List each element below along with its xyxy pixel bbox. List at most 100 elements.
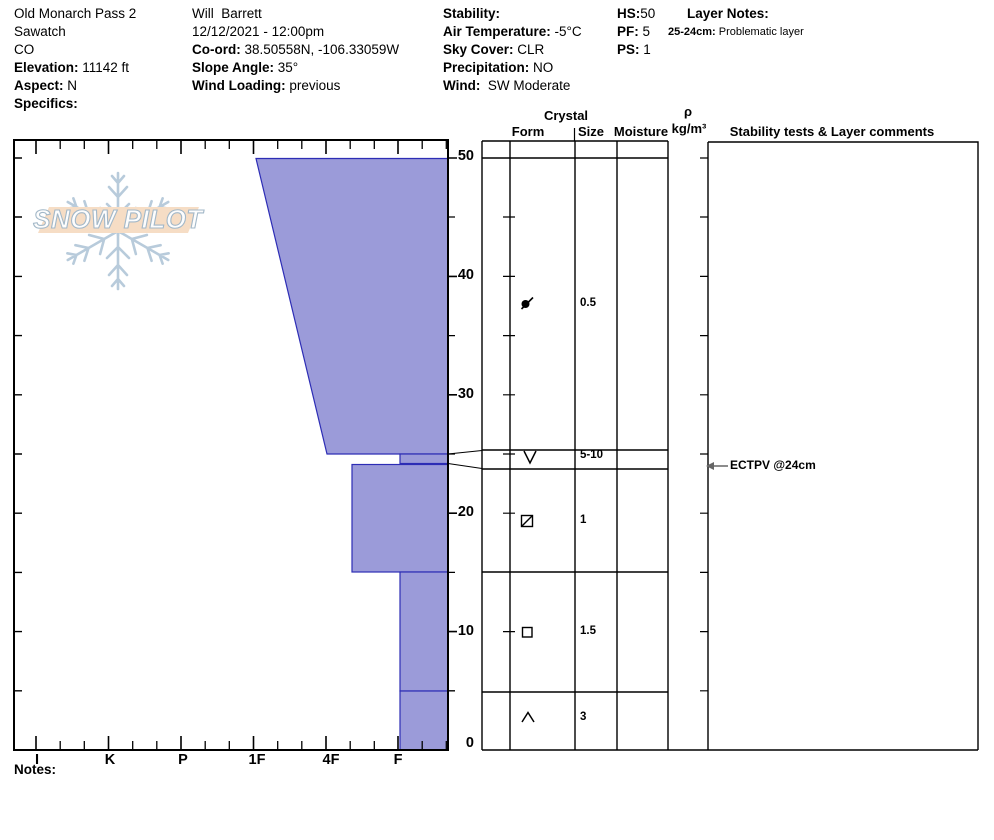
specifics-label: Specifics:: [14, 96, 78, 111]
state: CO: [14, 42, 35, 57]
wind-label: Wind:: [443, 78, 481, 93]
hardness-label-k: K: [104, 752, 116, 768]
coordinates-line: Co-ord: 38.50558N, -106.33059W: [192, 42, 400, 58]
elevation-line: Elevation: 11142 ft: [14, 60, 130, 76]
depth-label-50: 50: [457, 148, 474, 164]
depth-label-10: 10: [457, 623, 474, 639]
form-header: Form: [511, 124, 545, 139]
hs-line: HS:50: [617, 6, 656, 22]
hs-label: HS:: [617, 6, 641, 21]
grain-form-symbols: [520, 296, 537, 723]
grain-size-row-4: 1.5: [580, 625, 596, 637]
sky-cover-line: Sky Cover: CLR: [443, 42, 545, 58]
coordinates-value: 38.50558N, -106.33059W: [240, 42, 400, 57]
logo-band: [38, 207, 199, 233]
slope-angle-value: 35°: [274, 60, 299, 75]
chart-frame: [13, 139, 449, 751]
grain-size-row-1: 0.5: [580, 297, 596, 309]
grain-size-row-5: 3: [580, 711, 587, 723]
x-minor-ticks-bottom: [59, 741, 447, 750]
density-units-header: kg/m³: [671, 121, 707, 136]
ps-line: PS: 1: [617, 42, 651, 58]
decomposing-fragments-icon: [520, 296, 534, 310]
x-major-ticks-top: [35, 140, 399, 154]
air-temp-label: Air Temperature:: [443, 24, 551, 39]
hs-value: 50: [640, 6, 656, 21]
comments-header: Stability tests & Layer comments: [729, 124, 935, 139]
faceted-crystals-icon: [521, 626, 533, 638]
sky-cover-value: CLR: [513, 42, 545, 57]
aspect-label: Aspect:: [14, 78, 64, 93]
ps-value: 1: [639, 42, 651, 57]
layer-note: 25-24cm: Problematic layer: [668, 26, 804, 38]
aspect-value: N: [63, 78, 78, 93]
comments-box: [707, 141, 979, 750]
observation-datetime: 12/12/2021 - 12:00pm: [192, 24, 325, 39]
stability-label: Stability:: [443, 6, 501, 21]
wind-loading-line: Wind Loading: previous: [192, 78, 341, 94]
grain-size-row-3: 1: [580, 514, 587, 526]
table-vertical-lines: [481, 141, 669, 750]
slope-angle-line: Slope Angle: 35°: [192, 60, 299, 76]
layer-note-text: Problematic layer: [715, 26, 804, 38]
layer-bar-5: [399, 690, 449, 751]
hardness-label-i: I: [34, 752, 40, 768]
wind-loading-label: Wind Loading:: [192, 78, 286, 93]
y-ticks-left: [14, 157, 22, 692]
crystal-header: Crystal: [543, 108, 589, 123]
depth-label-30: 30: [457, 386, 474, 402]
depth-label-20: 20: [457, 504, 474, 520]
wind-line: Wind: SW Moderate: [443, 78, 571, 94]
depth-label-40: 40: [457, 267, 474, 283]
layer-note-range: 25-24cm:: [668, 26, 716, 38]
depth-hoar-icon: [521, 711, 535, 723]
coordinates-label: Co-ord:: [192, 42, 241, 57]
layer-bar-4: [399, 571, 449, 692]
aspect-line: Aspect: N: [14, 78, 78, 94]
layer-bar-2: [399, 453, 449, 465]
wind-loading-value: previous: [285, 78, 341, 93]
precipitation-line: Precipitation: NO: [443, 60, 554, 76]
logo-text: SNOW PILOT: [33, 204, 204, 234]
pf-value: 5: [638, 24, 651, 39]
layer-bar-1: [255, 157, 449, 455]
moisture-header: Moisture: [613, 124, 669, 139]
y-major-ticks-right: [448, 157, 457, 633]
x-major-ticks-bottom: [35, 736, 399, 750]
notes-label: Notes:: [14, 762, 57, 777]
rounding-faceted-icon: [520, 514, 534, 528]
slope-angle-label: Slope Angle:: [192, 60, 275, 75]
wind-value: SW Moderate: [480, 78, 571, 93]
elevation-value: 11142 ft: [78, 60, 130, 75]
air-temp-value: -5°C: [550, 24, 582, 39]
layer-notes-title: Layer Notes:: [687, 6, 769, 21]
precipitation-value: NO: [529, 60, 554, 75]
stability-test-annotation: ECTPV @24cm: [730, 458, 816, 472]
stability-line: Stability:: [443, 6, 501, 22]
grain-size-row-2: 5-10: [580, 449, 604, 461]
pf-line: PF: 5: [617, 24, 651, 40]
density-header: ρ: [683, 104, 693, 119]
depth-label-0: 0: [465, 735, 474, 751]
thin-layer-connectors: [447, 450, 483, 469]
sky-cover-label: Sky Cover:: [443, 42, 514, 57]
elevation-label: Elevation:: [14, 60, 79, 75]
mountain-range: Sawatch: [14, 24, 66, 39]
ectpv-arrow-icon: [706, 462, 728, 470]
pf-label: PF:: [617, 24, 639, 39]
precipitation-label: Precipitation:: [443, 60, 530, 75]
layer-bar-3: [351, 463, 449, 573]
hardness-label-f: F: [393, 752, 403, 768]
x-minor-ticks-top: [59, 140, 447, 149]
ps-label: PS:: [617, 42, 640, 57]
hardness-label-1f: 1F: [248, 752, 266, 768]
hardness-label-4f: 4F: [322, 752, 340, 768]
site-name: Old Monarch Pass 2: [14, 6, 137, 21]
form-depth-ticks: [503, 216, 515, 633]
hardness-label-p: P: [178, 752, 188, 768]
size-header: Size: [577, 124, 605, 139]
surface-hoar-icon: [523, 450, 537, 465]
observer-name: Will Barrett: [192, 6, 262, 21]
